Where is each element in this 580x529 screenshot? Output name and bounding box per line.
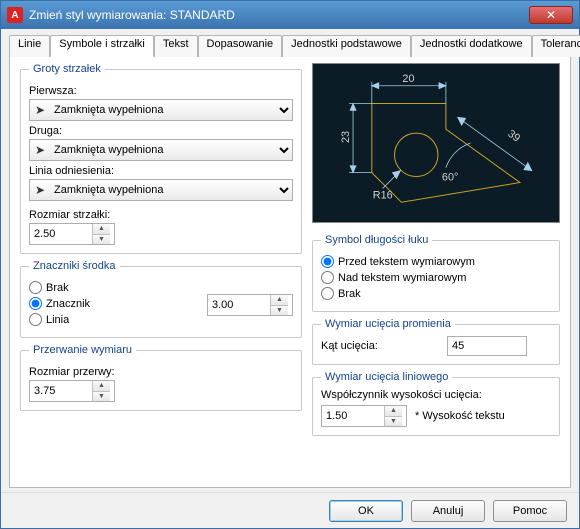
- jog-factor-label: Współczynnik wysokości ucięcia:: [321, 389, 551, 401]
- arrow-size-input[interactable]: [30, 224, 92, 244]
- jog-factor-input[interactable]: [322, 406, 384, 426]
- first-arrow-combo[interactable]: ➤ Zamknięta wypełniona: [29, 99, 293, 121]
- arc-above-label: Nad tekstem wymiarowym: [338, 272, 466, 284]
- linear-jog-legend: Wymiar ucięcia liniowego: [321, 371, 452, 383]
- arrow-size-label: Rozmiar strzałki:: [29, 209, 293, 221]
- tab-jednostki-dodatkowe[interactable]: Jednostki dodatkowe: [411, 35, 532, 57]
- break-size-spinner[interactable]: ▲▼: [29, 380, 115, 402]
- preview-dim-radius: R16: [373, 189, 393, 201]
- client-area: LinieSymbole i strzałkiTekstDopasowanieJ…: [1, 29, 579, 492]
- dim-break-group: Przerwanie wymiaru Rozmiar przerwy: ▲▼: [20, 344, 302, 411]
- preview-dim-left: 23: [340, 131, 352, 143]
- spinner-up-icon[interactable]: ▲: [93, 224, 110, 235]
- center-marks-legend: Znaczniki środka: [29, 260, 120, 272]
- tab-tolerancje[interactable]: Tolerancje: [532, 35, 580, 57]
- arrowheads-group: Groty strzałek Pierwsza: ➤ Zamknięta wyp…: [20, 63, 302, 254]
- center-none-label: Brak: [46, 282, 69, 294]
- jog-factor-suffix: * Wysokość tekstu: [415, 410, 505, 422]
- center-mark-label: Znacznik: [46, 298, 90, 310]
- arc-before-label: Przed tekstem wymiarowym: [338, 256, 475, 268]
- titlebar: A Zmień styl wymiarowania: STANDARD ✕: [1, 1, 579, 29]
- break-size-input[interactable]: [30, 381, 92, 401]
- second-arrow-label: Druga:: [29, 125, 293, 137]
- tab-content: Groty strzałek Pierwsza: ➤ Zamknięta wyp…: [9, 57, 571, 488]
- spinner-up-icon[interactable]: ▲: [385, 406, 402, 417]
- tab-linie[interactable]: Linie: [9, 35, 50, 57]
- break-size-label: Rozmiar przerwy:: [29, 366, 293, 378]
- left-column: Groty strzałek Pierwsza: ➤ Zamknięta wyp…: [20, 63, 302, 481]
- arc-none-label: Brak: [338, 288, 361, 300]
- arrow-size-spinner[interactable]: ▲▼: [29, 223, 115, 245]
- dialog-window: A Zmień styl wymiarowania: STANDARD ✕ Li…: [0, 0, 580, 529]
- arc-above-radio[interactable]: [321, 271, 334, 284]
- arc-before-radio[interactable]: [321, 255, 334, 268]
- preview-dim-top: 20: [402, 73, 414, 85]
- leader-arrow-combo[interactable]: ➤ Zamknięta wypełniona: [29, 179, 293, 201]
- window-title: Zmień styl wymiarowania: STANDARD: [29, 8, 529, 22]
- dialog-button-bar: OK Anuluj Pomoc: [1, 492, 579, 528]
- ok-button[interactable]: OK: [329, 500, 403, 522]
- tab-tekst[interactable]: Tekst: [154, 35, 198, 57]
- radius-jog-legend: Wymiar ucięcia promienia: [321, 318, 455, 330]
- first-arrow-label: Pierwsza:: [29, 85, 293, 97]
- jog-angle-input[interactable]: [447, 336, 527, 356]
- jog-angle-label: Kąt ucięcia:: [321, 340, 439, 352]
- tab-jednostki-podstawowe[interactable]: Jednostki podstawowe: [282, 35, 411, 57]
- dim-break-legend: Przerwanie wymiaru: [29, 344, 136, 356]
- spinner-up-icon[interactable]: ▲: [93, 381, 110, 392]
- spinner-up-icon[interactable]: ▲: [271, 295, 288, 306]
- preview-dim-angle: 60°: [442, 172, 458, 184]
- center-size-spinner[interactable]: ▲▼: [207, 294, 293, 316]
- center-size-input[interactable]: [208, 295, 270, 315]
- arrowheads-legend: Groty strzałek: [29, 63, 105, 75]
- center-mark-radio[interactable]: [29, 297, 42, 310]
- dimension-preview: 20 23 R16 60° 39: [312, 63, 560, 223]
- leader-arrow-select[interactable]: Zamknięta wypełniona: [29, 179, 293, 201]
- radius-jog-group: Wymiar ucięcia promienia Kąt ucięcia:: [312, 318, 560, 365]
- tab-dopasowanie[interactable]: Dopasowanie: [198, 35, 283, 57]
- center-line-label: Linia: [46, 314, 69, 326]
- center-line-radio[interactable]: [29, 313, 42, 326]
- second-arrow-combo[interactable]: ➤ Zamknięta wypełniona: [29, 139, 293, 161]
- app-icon: A: [7, 7, 23, 23]
- arc-symbol-legend: Symbol długości łuku: [321, 234, 432, 246]
- tab-strip: LinieSymbole i strzałkiTekstDopasowanieJ…: [9, 35, 571, 57]
- spinner-down-icon[interactable]: ▼: [93, 235, 110, 245]
- first-arrow-select[interactable]: Zamknięta wypełniona: [29, 99, 293, 121]
- right-column: 20 23 R16 60° 39: [312, 63, 560, 481]
- leader-arrow-label: Linia odniesienia:: [29, 165, 293, 177]
- cancel-button[interactable]: Anuluj: [411, 500, 485, 522]
- linear-jog-group: Wymiar ucięcia liniowego Współczynnik wy…: [312, 371, 560, 436]
- spinner-down-icon[interactable]: ▼: [271, 306, 288, 316]
- center-none-radio[interactable]: [29, 281, 42, 294]
- spinner-down-icon[interactable]: ▼: [385, 417, 402, 427]
- second-arrow-select[interactable]: Zamknięta wypełniona: [29, 139, 293, 161]
- tab-symbole-i-strzałki[interactable]: Symbole i strzałki: [50, 35, 154, 57]
- center-marks-group: Znaczniki środka Brak Znacznik Linia ▲▼: [20, 260, 302, 338]
- spinner-down-icon[interactable]: ▼: [93, 392, 110, 402]
- close-button[interactable]: ✕: [529, 6, 573, 24]
- arc-symbol-group: Symbol długości łuku Przed tekstem wymia…: [312, 234, 560, 312]
- help-button[interactable]: Pomoc: [493, 500, 567, 522]
- arc-none-radio[interactable]: [321, 287, 334, 300]
- jog-factor-spinner[interactable]: ▲▼: [321, 405, 407, 427]
